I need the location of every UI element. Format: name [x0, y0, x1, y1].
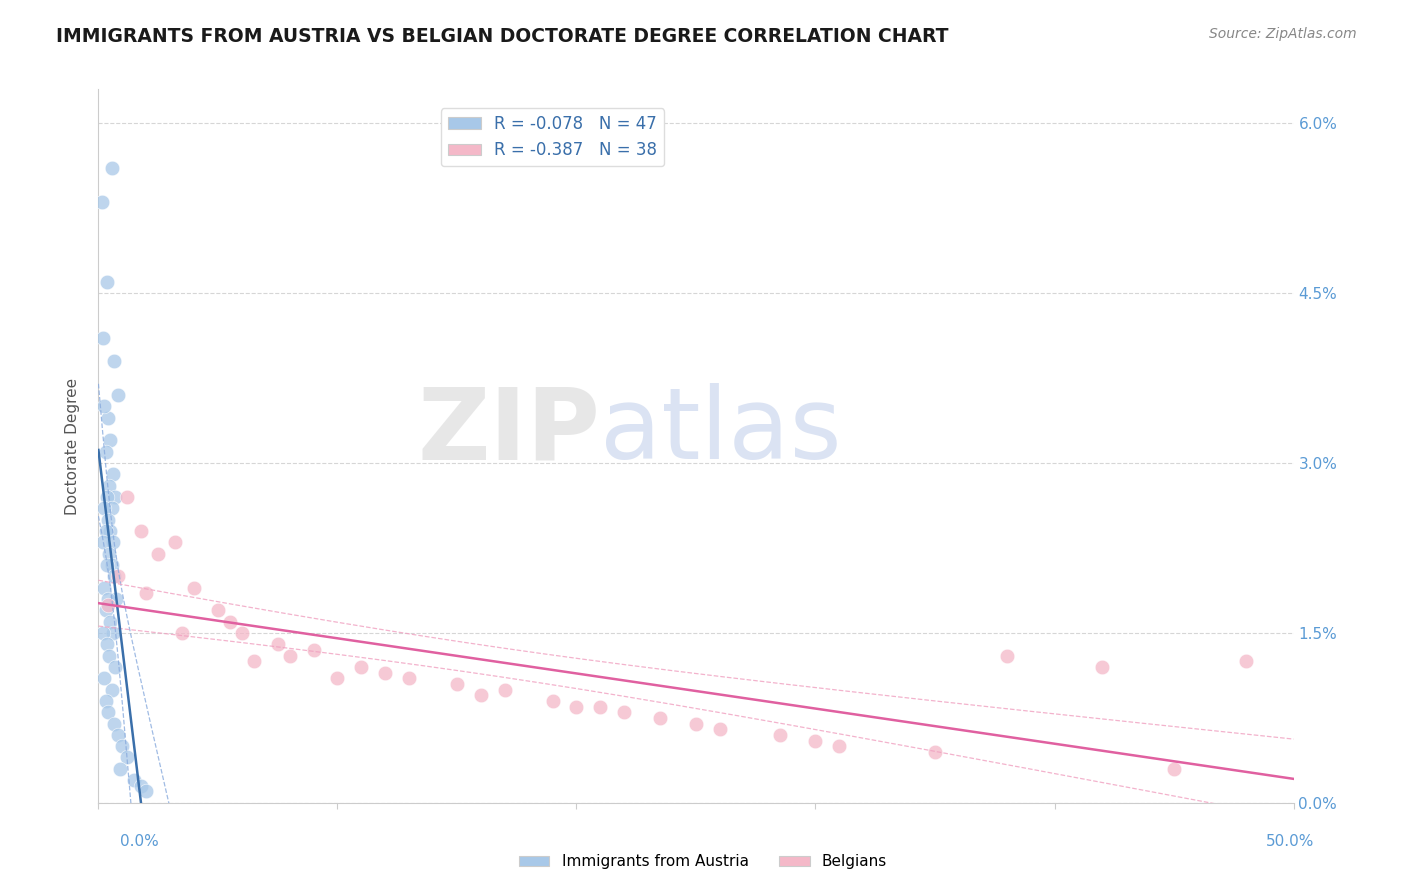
Point	[148, 547, 170, 561]
Point	[96, 558, 118, 572]
Point	[98, 648, 121, 663]
Point	[101, 535, 124, 549]
Text: 0.0%: 0.0%	[120, 834, 159, 849]
Point	[98, 615, 122, 629]
Point	[267, 637, 290, 651]
Point	[243, 654, 266, 668]
Point	[828, 739, 851, 754]
Point	[100, 501, 122, 516]
Point	[97, 598, 120, 612]
Point	[93, 400, 115, 414]
Text: atlas: atlas	[600, 384, 842, 480]
Point	[207, 603, 229, 617]
Point	[804, 733, 827, 747]
Text: IMMIGRANTS FROM AUSTRIA VS BELGIAN DOCTORATE DEGREE CORRELATION CHART: IMMIGRANTS FROM AUSTRIA VS BELGIAN DOCTO…	[56, 27, 949, 45]
Point	[97, 591, 120, 606]
Point	[98, 434, 122, 448]
Point	[91, 195, 114, 210]
Legend: R = -0.078   N = 47, R = -0.387   N = 38: R = -0.078 N = 47, R = -0.387 N = 38	[441, 108, 664, 166]
Point	[541, 694, 564, 708]
Point	[91, 535, 114, 549]
Y-axis label: Doctorate Degree: Doctorate Degree	[65, 377, 80, 515]
Point	[350, 660, 373, 674]
Point	[107, 388, 129, 402]
Text: ZIP: ZIP	[418, 384, 600, 480]
Point	[769, 728, 792, 742]
Point	[183, 581, 205, 595]
Point	[93, 501, 115, 516]
Point	[326, 671, 349, 685]
Point	[94, 603, 117, 617]
Point	[97, 705, 120, 719]
Point	[100, 161, 122, 176]
Point	[278, 648, 301, 663]
Point	[565, 699, 588, 714]
Point	[104, 490, 127, 504]
Point	[103, 354, 125, 368]
Point	[96, 275, 118, 289]
Point	[398, 671, 420, 685]
Point	[101, 467, 124, 482]
Point	[374, 665, 396, 680]
Point	[115, 750, 138, 764]
Point	[97, 410, 120, 425]
Text: 50.0%: 50.0%	[1267, 834, 1315, 849]
Point	[94, 694, 117, 708]
Point	[231, 626, 253, 640]
Point	[1234, 654, 1257, 668]
Point	[100, 682, 122, 697]
Point	[115, 490, 138, 504]
Point	[108, 762, 131, 776]
Point	[97, 513, 120, 527]
Point	[98, 547, 121, 561]
Point	[135, 784, 157, 798]
Point	[94, 444, 117, 458]
Point	[105, 591, 128, 606]
Point	[124, 773, 146, 788]
Point	[98, 524, 122, 538]
Point	[131, 524, 153, 538]
Point	[685, 716, 707, 731]
Point	[96, 490, 118, 504]
Point	[131, 779, 153, 793]
Point	[94, 524, 117, 538]
Point	[103, 716, 125, 731]
Point	[98, 478, 121, 492]
Point	[219, 615, 242, 629]
Legend: Immigrants from Austria, Belgians: Immigrants from Austria, Belgians	[513, 848, 893, 875]
Point	[470, 688, 492, 702]
Point	[111, 739, 134, 754]
Point	[93, 671, 115, 685]
Point	[107, 569, 129, 583]
Point	[446, 677, 468, 691]
Point	[302, 643, 325, 657]
Point	[613, 705, 636, 719]
Point	[589, 699, 612, 714]
Point	[163, 535, 186, 549]
Point	[1091, 660, 1114, 674]
Text: Source: ZipAtlas.com: Source: ZipAtlas.com	[1209, 27, 1357, 41]
Point	[91, 331, 114, 345]
Point	[96, 637, 118, 651]
Point	[100, 558, 122, 572]
Point	[101, 626, 124, 640]
Point	[650, 711, 672, 725]
Point	[103, 569, 125, 583]
Point	[924, 745, 946, 759]
Point	[135, 586, 157, 600]
Point	[93, 581, 115, 595]
Point	[91, 626, 114, 640]
Point	[1163, 762, 1185, 776]
Point	[104, 660, 127, 674]
Point	[709, 722, 731, 736]
Point	[995, 648, 1018, 663]
Point	[494, 682, 516, 697]
Point	[107, 728, 129, 742]
Point	[172, 626, 194, 640]
